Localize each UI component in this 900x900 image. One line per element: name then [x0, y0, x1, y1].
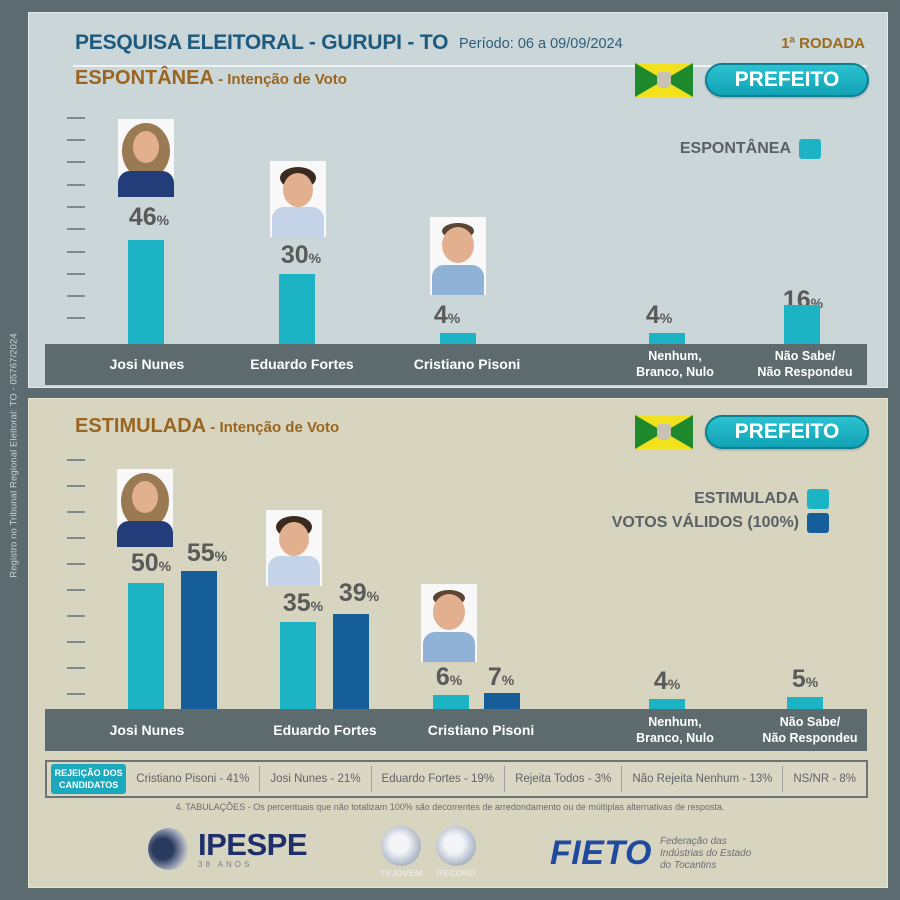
value-label: 5%	[791, 665, 819, 693]
bar-cristiano-pisoni	[440, 333, 476, 344]
category-label: Josi Nunes	[109, 722, 185, 738]
section-title-sub: - Intenção de Voto	[213, 71, 347, 88]
footnote: 4. TABULAÇÕES - Os percentuais que não t…	[175, 802, 725, 812]
survey-round: 1ª RODADA	[781, 35, 865, 52]
section-title-spontaneous: ESPONTÂNEA - Intenção de Voto	[75, 67, 347, 90]
candidate-photo-eduardo-fortes	[266, 510, 322, 586]
tvjovem-logo: TVJOVEM	[380, 826, 422, 878]
value-label: 50%	[130, 549, 172, 577]
value-label: 55%	[186, 539, 228, 567]
rejection-item: Eduardo Fortes - 19%	[372, 766, 506, 792]
candidate-photo-josi-nunes	[118, 119, 174, 197]
value-label: 30%	[280, 241, 322, 269]
bar-eduardo-fortes	[279, 274, 315, 344]
category-label: Eduardo Fortes	[250, 356, 354, 372]
value-label: 39%	[338, 579, 380, 607]
fieto-logo: FIETO Federação das Indústrias do Estado…	[550, 834, 752, 872]
category-label: Josi Nunes	[109, 356, 185, 372]
rejection-badge: REJEIÇÃO DOS CANDIDATOS	[51, 764, 127, 794]
bar-nao-sabe	[787, 697, 823, 709]
spontaneous-panel: PESQUISA ELEITORAL - GURUPI - TO Período…	[28, 12, 888, 388]
prefeito-badge: PREFEITO	[705, 63, 869, 97]
rejection-item: Rejeita Todos - 3%	[505, 766, 623, 792]
stimulated-panel: ESTIMULADA - Intenção de Voto PREFEITO E…	[28, 398, 888, 888]
rejection-item: Josi Nunes - 21%	[260, 766, 372, 792]
category-axis: Josi Nunes Eduardo Fortes Cristiano Piso…	[45, 709, 867, 751]
candidate-photo-cristiano-pisoni	[421, 584, 477, 662]
page-title: PESQUISA ELEITORAL - GURUPI - TO	[75, 31, 449, 54]
value-label: 4%	[645, 301, 673, 329]
registration-text: Registro no Tribunal Regional Eleitoral:…	[8, 332, 20, 578]
bar-eduardo-fortes-validos	[333, 614, 369, 709]
record-globe-icon	[436, 826, 477, 866]
candidate-photo-cristiano-pisoni	[430, 217, 486, 295]
record-logo: RECORD	[436, 826, 477, 878]
bar-josi-nunes-validos	[181, 571, 217, 709]
bar-nenhum-branco-nulo	[649, 699, 685, 709]
survey-period: Período: 06 a 09/09/2024	[459, 36, 623, 52]
divider	[73, 65, 867, 67]
category-label: Não Sabe/Não Respondeu	[762, 715, 858, 745]
bar-nenhum-branco-nulo	[649, 333, 685, 344]
value-label: 4%	[433, 301, 461, 329]
tv-logos: TVJOVEM RECORD	[380, 826, 477, 878]
legend-swatch	[799, 139, 821, 159]
value-label: 6%	[435, 663, 463, 691]
legend-swatch	[807, 513, 829, 533]
section-title-sub: - Intenção de Voto	[206, 419, 340, 436]
bar-josi-nunes	[128, 240, 164, 344]
bar-nao-sabe	[784, 305, 820, 344]
legend-item-estimulada: ESTIMULADA	[694, 489, 829, 509]
legend-swatch	[807, 489, 829, 509]
ipespe-logo: IPESPE 38 ANOS	[148, 828, 308, 870]
bar-josi-nunes-estimulada	[128, 583, 164, 709]
value-label: 7%	[487, 663, 515, 691]
section-title-stimulated: ESTIMULADA - Intenção de Voto	[75, 415, 339, 438]
category-axis: Josi Nunes Eduardo Fortes Cristiano Piso…	[45, 344, 867, 385]
bar-cristiano-pisoni-estimulada	[433, 695, 469, 709]
candidate-photo-eduardo-fortes	[270, 161, 326, 237]
category-label: Nenhum, Branco, Nulo	[636, 715, 714, 745]
globe-icon	[148, 828, 190, 870]
chart-legend: ESPONTÂNEA	[680, 139, 821, 159]
candidate-photo-josi-nunes	[117, 469, 173, 547]
section-title-main: ESTIMULADA	[75, 415, 207, 437]
category-label: Nenhum, Branco, Nulo	[636, 349, 714, 379]
bar-eduardo-fortes-estimulada	[280, 622, 316, 709]
prefeito-badge: PREFEITO	[705, 415, 869, 449]
rejection-bar: REJEIÇÃO DOS CANDIDATOS Cristiano Pisoni …	[45, 760, 868, 798]
category-label: Não Sabe/Não Respondeu	[757, 349, 853, 379]
rejection-item: NS/NR - 8%	[793, 773, 856, 785]
section-title-main: ESPONTÂNEA	[75, 67, 214, 89]
fieto-subtitle: Federação das Indústrias do Estado do To…	[660, 835, 752, 871]
gurupi-flag-icon	[635, 63, 693, 97]
category-label: Cristiano Pisoni	[413, 356, 521, 372]
value-label: 35%	[282, 589, 324, 617]
value-label: 46%	[128, 203, 170, 231]
registration-note: Registro no Tribunal Regional Eleitoral:…	[4, 320, 24, 590]
chart-legend: ESTIMULADA VOTOS VÁLIDOS (100%)	[612, 489, 829, 533]
legend-item-votos-validos: VOTOS VÁLIDOS (100%)	[612, 513, 829, 533]
category-label: Cristiano Pisoni	[427, 722, 535, 738]
legend-item-espontanea: ESPONTÂNEA	[680, 139, 821, 159]
value-label: 4%	[653, 667, 681, 695]
tvjovem-globe-icon	[381, 826, 422, 866]
rejection-item: Cristiano Pisoni - 41%	[126, 766, 261, 792]
bar-cristiano-pisoni-validos	[484, 693, 520, 709]
gurupi-flag-icon	[635, 415, 693, 449]
category-label: Eduardo Fortes	[273, 722, 377, 738]
rejection-item: Não Rejeita Nenhum - 13%	[622, 766, 784, 792]
